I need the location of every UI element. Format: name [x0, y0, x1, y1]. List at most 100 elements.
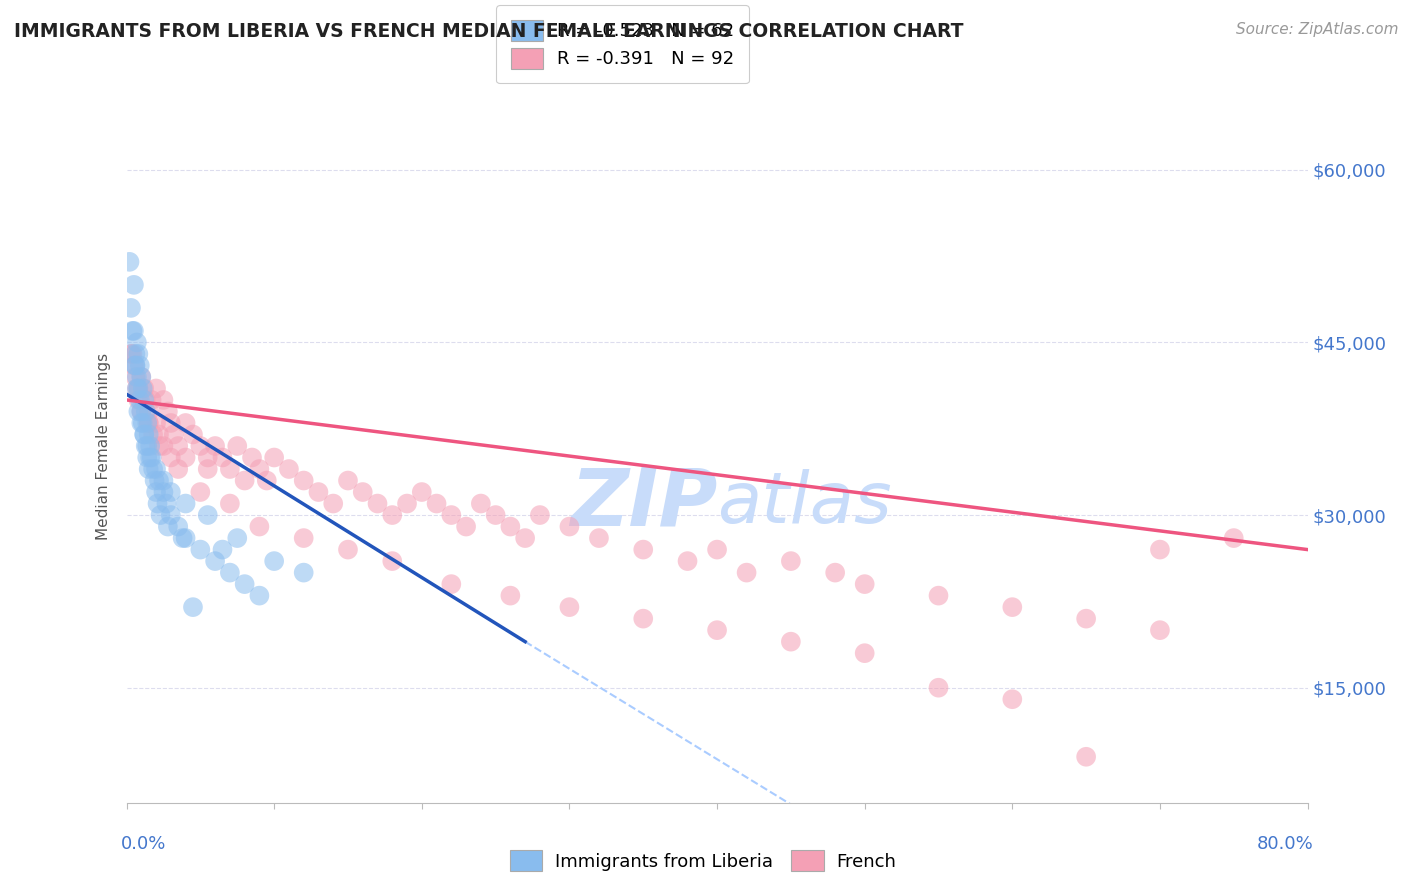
Point: [928, 589, 950, 603]
Point: [135, 439, 157, 453]
Point: [127, 404, 149, 418]
Text: atlas: atlas: [717, 468, 891, 538]
Point: [247, 462, 270, 476]
Point: [292, 566, 315, 580]
Point: [352, 485, 374, 500]
Point: [160, 485, 183, 500]
Point: [381, 508, 404, 522]
Point: [454, 519, 477, 533]
Point: [307, 485, 329, 500]
Point: [129, 370, 153, 384]
Point: [263, 450, 285, 465]
Point: [188, 439, 211, 453]
Point: [337, 474, 360, 488]
Point: [135, 392, 157, 407]
Point: [633, 612, 655, 626]
Point: [381, 554, 404, 568]
Point: [676, 554, 699, 568]
Point: [139, 450, 162, 465]
Point: [174, 531, 197, 545]
Point: [211, 542, 233, 557]
Point: [558, 600, 581, 615]
Point: [440, 508, 463, 522]
Point: [125, 381, 148, 395]
Text: 0.0%: 0.0%: [121, 835, 166, 853]
Point: [197, 462, 219, 476]
Point: [706, 623, 728, 637]
Point: [134, 427, 156, 442]
Point: [204, 439, 226, 453]
Point: [134, 392, 156, 407]
Point: [142, 427, 165, 442]
Point: [226, 531, 249, 545]
Point: [138, 416, 160, 430]
Point: [136, 450, 159, 465]
Point: [233, 474, 256, 488]
Point: [128, 359, 150, 373]
Point: [122, 359, 145, 373]
Point: [735, 566, 758, 580]
Point: [148, 439, 170, 453]
Point: [499, 589, 522, 603]
Point: [499, 519, 522, 533]
Point: [218, 566, 242, 580]
Point: [152, 439, 174, 453]
Point: [218, 497, 242, 511]
Text: 80.0%: 80.0%: [1257, 835, 1313, 853]
Point: [174, 497, 197, 511]
Point: [138, 462, 160, 476]
Point: [125, 335, 148, 350]
Point: [181, 600, 204, 615]
Point: [197, 508, 219, 522]
Point: [141, 392, 163, 407]
Legend: R = -0.523   N = 62, R = -0.391   N = 92: R = -0.523 N = 62, R = -0.391 N = 92: [496, 5, 749, 83]
Point: [411, 485, 433, 500]
Point: [142, 462, 165, 476]
Point: [136, 439, 159, 453]
Point: [152, 392, 174, 407]
Point: [1001, 692, 1024, 706]
Text: ZIP: ZIP: [569, 464, 717, 542]
Point: [149, 508, 172, 522]
Point: [139, 439, 162, 453]
Point: [127, 392, 149, 407]
Point: [706, 542, 728, 557]
Point: [124, 347, 146, 361]
Point: [1076, 612, 1098, 626]
Point: [160, 450, 183, 465]
Point: [128, 392, 150, 407]
Point: [167, 519, 190, 533]
Point: [396, 497, 419, 511]
Point: [226, 439, 249, 453]
Point: [425, 497, 447, 511]
Point: [152, 485, 174, 500]
Point: [366, 497, 388, 511]
Point: [167, 439, 190, 453]
Point: [240, 450, 263, 465]
Point: [124, 359, 146, 373]
Point: [588, 531, 610, 545]
Point: [122, 324, 145, 338]
Point: [211, 450, 233, 465]
Point: [928, 681, 950, 695]
Point: [129, 370, 153, 384]
Point: [125, 370, 148, 384]
Point: [174, 416, 197, 430]
Point: [1149, 623, 1171, 637]
Point: [122, 277, 145, 292]
Point: [167, 462, 190, 476]
Point: [146, 497, 169, 511]
Point: [156, 519, 179, 533]
Point: [127, 381, 149, 395]
Point: [247, 589, 270, 603]
Point: [129, 404, 153, 418]
Point: [337, 542, 360, 557]
Point: [233, 577, 256, 591]
Point: [118, 255, 141, 269]
Point: [633, 542, 655, 557]
Point: [779, 554, 801, 568]
Point: [160, 416, 183, 430]
Point: [322, 497, 344, 511]
Y-axis label: Median Female Earnings: Median Female Earnings: [96, 352, 111, 540]
Point: [120, 301, 142, 315]
